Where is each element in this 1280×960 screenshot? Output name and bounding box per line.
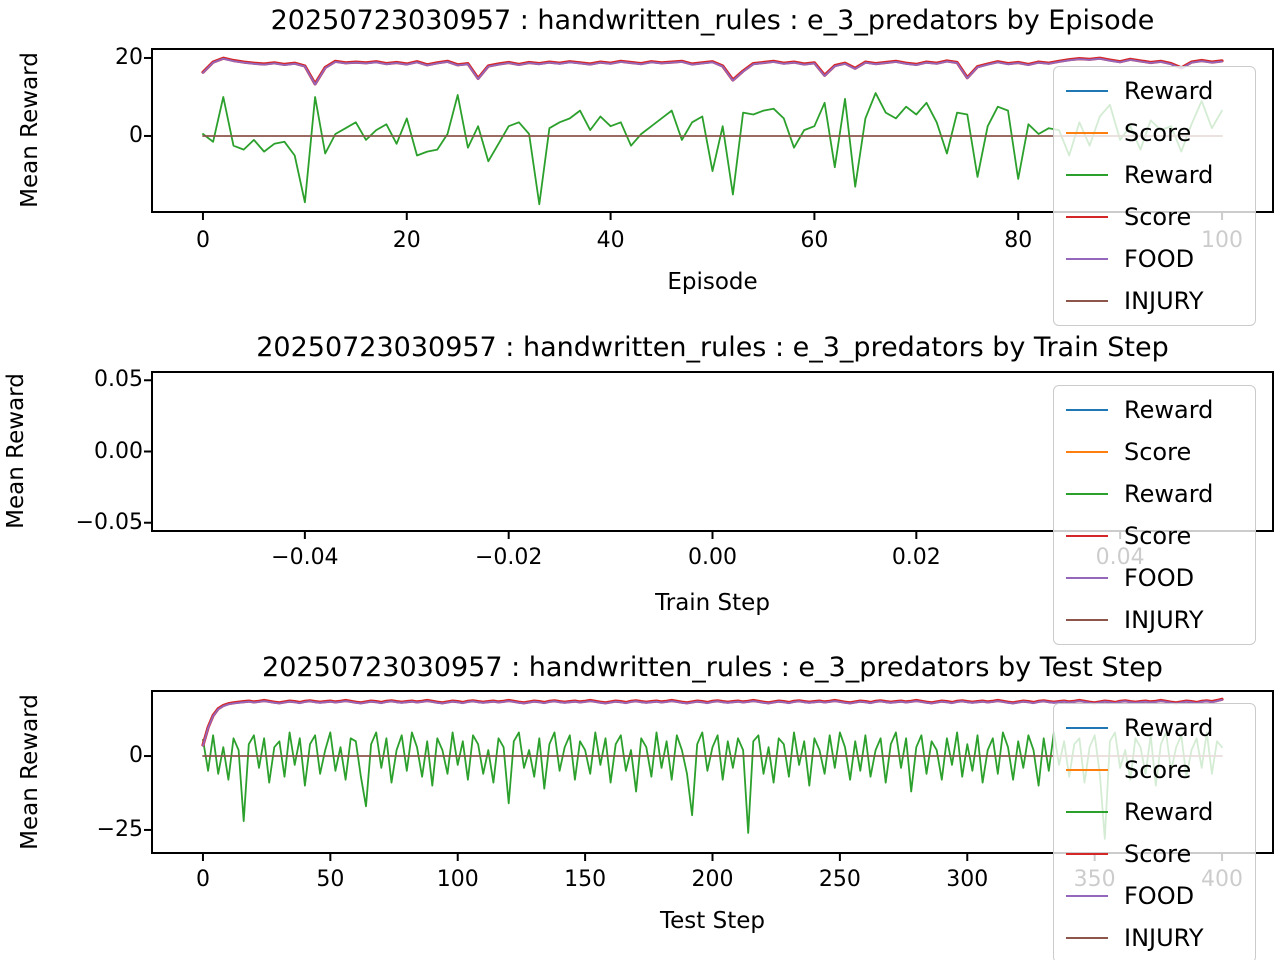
- legend-item-label: Score: [1124, 522, 1192, 550]
- legend-item: Reward: [1054, 154, 1255, 196]
- legend-line-sample: [1066, 132, 1108, 134]
- x-tick-label: −0.04: [271, 545, 339, 570]
- subplot1-legend: Reward Score Reward Score FOOD INJURY: [1053, 66, 1256, 326]
- legend-item-label: INJURY: [1124, 287, 1204, 315]
- legend-item-label: INJURY: [1124, 924, 1204, 952]
- legend-item: Reward: [1054, 473, 1255, 515]
- x-tick-label: 0: [195, 228, 210, 253]
- legend-item: Score: [1054, 196, 1255, 238]
- legend-item: FOOD: [1054, 238, 1255, 280]
- legend-item: Reward: [1054, 70, 1255, 112]
- legend-item-label: INJURY: [1124, 606, 1204, 634]
- y-tick-label: 20: [115, 44, 143, 70]
- legend-item-label: Score: [1124, 119, 1192, 147]
- x-tick-label: 0: [195, 867, 210, 892]
- y-tick-label: 0.00: [94, 438, 143, 464]
- x-tick-label: −0.02: [474, 545, 543, 570]
- subplot2-title: 20250723030957 : handwritten_rules : e_3…: [256, 332, 1169, 363]
- legend-item-label: Reward: [1124, 798, 1214, 826]
- legend-item: FOOD: [1054, 557, 1255, 599]
- legend-item: Reward: [1054, 389, 1255, 431]
- legend-line-sample: [1066, 727, 1108, 729]
- legend-item-label: Reward: [1124, 714, 1214, 742]
- x-tick-label: 40: [596, 228, 625, 253]
- legend-item-label: FOOD: [1124, 882, 1195, 910]
- subplot1-title: 20250723030957 : handwritten_rules : e_3…: [270, 5, 1155, 36]
- x-tick-label: 100: [436, 867, 479, 892]
- x-tick-label: 0.02: [891, 545, 941, 570]
- legend-item: INJURY: [1054, 599, 1255, 641]
- y-tick-label: 0.05: [94, 367, 143, 393]
- y-tick-label: 0: [129, 122, 143, 148]
- subplot1-xaxis-label: Episode: [667, 269, 758, 295]
- subplot3-legend: Reward Score Reward Score FOOD INJURY: [1053, 703, 1256, 960]
- y-tick-label: −25: [96, 816, 143, 842]
- subplot2-yaxis-label: Mean Reward: [3, 373, 29, 529]
- x-tick-label: 60: [800, 228, 829, 253]
- legend-line-sample: [1066, 619, 1108, 621]
- legend-line-sample: [1066, 937, 1108, 939]
- legend-item: Reward: [1054, 707, 1255, 749]
- legend-item-label: Score: [1124, 203, 1192, 231]
- x-tick-label: 50: [316, 867, 345, 892]
- subplot3-title: 20250723030957 : handwritten_rules : e_3…: [262, 652, 1163, 683]
- legend-item: FOOD: [1054, 875, 1255, 917]
- legend-item-label: Score: [1124, 840, 1192, 868]
- legend-line-sample: [1066, 216, 1108, 218]
- legend-line-sample: [1066, 769, 1108, 771]
- legend-item-label: Reward: [1124, 480, 1214, 508]
- legend-line-sample: [1066, 174, 1108, 176]
- legend-item: INJURY: [1054, 280, 1255, 322]
- x-tick-label: 20: [392, 228, 421, 253]
- legend-item-label: FOOD: [1124, 564, 1195, 592]
- legend-line-sample: [1066, 258, 1108, 260]
- legend-item-label: Score: [1124, 438, 1192, 466]
- legend-item-label: Reward: [1124, 396, 1214, 424]
- legend-item: Reward: [1054, 791, 1255, 833]
- legend-line-sample: [1066, 853, 1108, 855]
- x-tick-label: 200: [691, 867, 734, 892]
- legend-line-sample: [1066, 493, 1108, 495]
- y-tick-label: 0: [129, 743, 143, 769]
- x-tick-label: 0.00: [688, 545, 737, 570]
- subplot2-xaxis-label: Train Step: [655, 590, 770, 616]
- subplot2-legend: Reward Score Reward Score FOOD INJURY: [1053, 385, 1256, 645]
- legend-line-sample: [1066, 577, 1108, 579]
- x-tick-label: 300: [946, 867, 989, 892]
- legend-item-label: Reward: [1124, 77, 1214, 105]
- legend-item-label: Score: [1124, 756, 1192, 784]
- legend-line-sample: [1066, 895, 1108, 897]
- legend-line-sample: [1066, 535, 1108, 537]
- legend-line-sample: [1066, 409, 1108, 411]
- legend-line-sample: [1066, 300, 1108, 302]
- legend-item: INJURY: [1054, 917, 1255, 959]
- legend-item: Score: [1054, 515, 1255, 557]
- legend-item: Score: [1054, 749, 1255, 791]
- legend-line-sample: [1066, 811, 1108, 813]
- x-tick-label: 150: [564, 867, 607, 892]
- subplot3-xaxis-label: Test Step: [660, 908, 765, 934]
- y-tick-label: −0.05: [75, 509, 143, 535]
- legend-item: Score: [1054, 431, 1255, 473]
- legend-item: Score: [1054, 112, 1255, 154]
- legend-item-label: FOOD: [1124, 245, 1195, 273]
- legend-item-label: Reward: [1124, 161, 1214, 189]
- legend-line-sample: [1066, 90, 1108, 92]
- x-tick-label: 80: [1004, 228, 1033, 253]
- x-tick-label: 250: [818, 867, 861, 892]
- legend-line-sample: [1066, 451, 1108, 453]
- legend-item: Score: [1054, 833, 1255, 875]
